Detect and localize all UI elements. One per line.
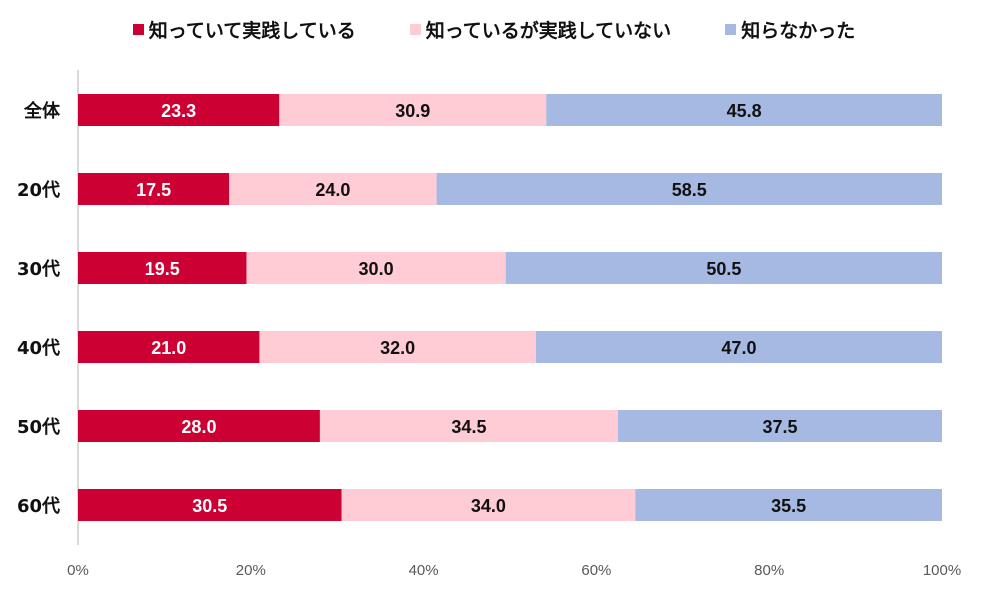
data-label: 34.5 <box>451 417 486 437</box>
legend-label: 知らなかった <box>741 20 856 42</box>
bar-segment <box>618 410 942 442</box>
data-label: 34.0 <box>471 496 506 516</box>
bar-segment <box>229 173 437 205</box>
data-label: 19.5 <box>145 259 180 279</box>
bar-segment <box>319 410 618 442</box>
data-label: 23.3 <box>161 101 196 121</box>
data-label: 30.9 <box>395 101 430 121</box>
category-label: 60代 <box>17 496 60 517</box>
data-label: 32.0 <box>380 338 415 358</box>
data-label: 30.0 <box>359 259 394 279</box>
category-label: 30代 <box>17 259 60 280</box>
bar-segment <box>78 173 230 205</box>
legend-item: 知らなかった <box>725 16 855 43</box>
x-tick-label: 80% <box>754 562 784 579</box>
data-label: 35.5 <box>771 496 806 516</box>
bar-segment <box>505 252 942 284</box>
bar-segment <box>279 94 547 126</box>
bar-segment <box>78 252 247 284</box>
category-label: 全体 <box>23 100 61 122</box>
category-label: 40代 <box>17 338 60 359</box>
bar-segment <box>635 489 942 521</box>
legend-swatch <box>409 24 421 35</box>
x-tick-label: 40% <box>409 562 439 579</box>
data-label: 50.5 <box>706 259 741 279</box>
bar-segment <box>78 410 320 442</box>
bar-segment <box>535 331 942 363</box>
bar-segment <box>341 489 636 521</box>
bar-segment <box>246 252 506 284</box>
bar-segment <box>78 94 280 126</box>
data-label: 17.5 <box>136 180 171 200</box>
legend-item: 知っているが実践していない <box>409 16 672 43</box>
data-label: 30.5 <box>192 496 227 516</box>
category-label: 20代 <box>17 180 60 201</box>
data-label: 58.5 <box>672 180 707 200</box>
bar-segment <box>78 331 260 363</box>
data-label: 24.0 <box>315 180 350 200</box>
legend-label: 知っていて実践している <box>148 20 356 42</box>
legend-label: 知っているが実践していない <box>425 20 672 42</box>
x-tick-label: 100% <box>923 562 961 579</box>
legend: 知っていて実践している 知っているが実践していない 知らなかった <box>0 16 988 43</box>
data-label: 28.0 <box>181 417 216 437</box>
x-tick-label: 20% <box>236 562 266 579</box>
data-label: 45.8 <box>727 101 762 121</box>
legend-swatch <box>132 24 144 35</box>
data-label: 37.5 <box>762 417 797 437</box>
legend-swatch <box>725 24 737 35</box>
legend-item: 知っていて実践している <box>132 16 356 43</box>
bar-segment <box>546 94 942 126</box>
bar-segment <box>259 331 536 363</box>
x-tick-label: 60% <box>581 562 611 579</box>
data-label: 47.0 <box>721 338 756 358</box>
bar-segment <box>78 489 342 521</box>
x-tick-label: 0% <box>67 562 89 579</box>
category-label: 50代 <box>17 417 60 438</box>
data-label: 21.0 <box>151 338 186 358</box>
bar-segment <box>436 173 942 205</box>
